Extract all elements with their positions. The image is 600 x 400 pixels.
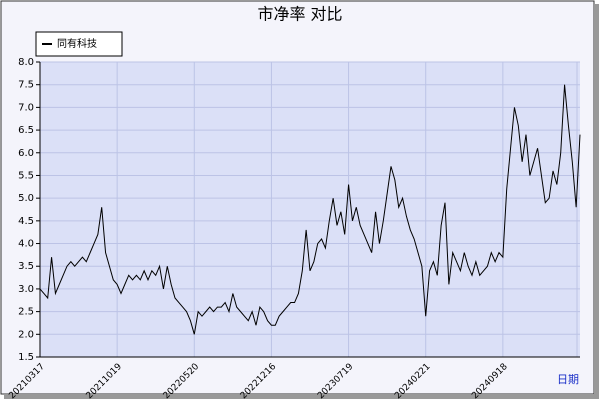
y-tick-label: 3.0 xyxy=(18,284,34,295)
line-series xyxy=(39,84,581,335)
y-tick-label: 2.5 xyxy=(18,307,34,318)
y-tick-label: 1.5 xyxy=(18,352,34,363)
y-tick-label: 6.5 xyxy=(18,125,34,136)
y-tick-label: 5.0 xyxy=(18,193,34,204)
y-tick-label: 4.0 xyxy=(18,239,34,250)
y-tick-label: 5.5 xyxy=(18,170,34,181)
legend-label: 同有科技 xyxy=(57,37,97,50)
y-tick-label: 7.5 xyxy=(18,80,34,91)
x-axis-label: 日期 xyxy=(557,373,579,386)
y-tick-label: 3.5 xyxy=(18,261,34,272)
frame-shadow xyxy=(594,4,599,398)
chart-title: 市净率 对比 xyxy=(257,5,342,24)
frame-shadow xyxy=(4,394,599,399)
y-tick-label: 4.5 xyxy=(18,216,34,227)
plot-area xyxy=(40,62,580,357)
y-tick-label: 8.0 xyxy=(18,57,34,68)
y-tick-label: 2.0 xyxy=(18,329,34,340)
legend: 同有科技 xyxy=(35,31,123,57)
y-tick-label: 6.0 xyxy=(18,148,34,159)
y-tick-label: 7.0 xyxy=(18,102,34,113)
